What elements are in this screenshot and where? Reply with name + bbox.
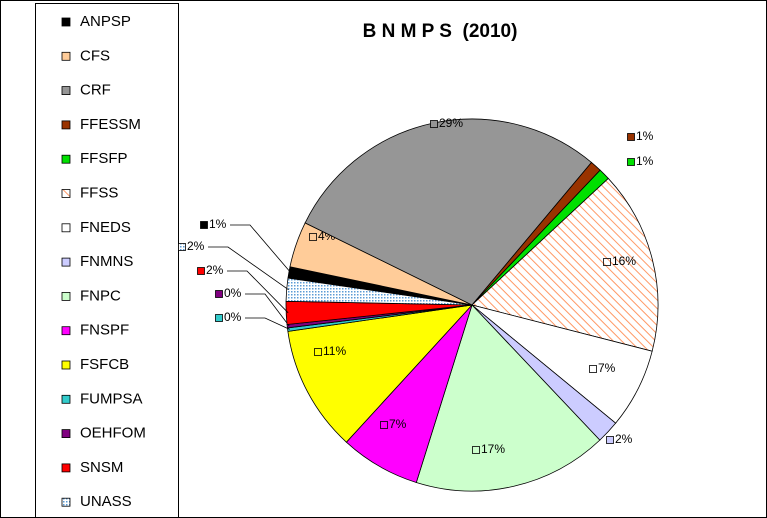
data-label: 7% <box>389 417 407 431</box>
data-label: 0% <box>224 310 242 324</box>
legend-label: CFS <box>80 47 110 64</box>
legend-label: CRF <box>80 82 111 99</box>
legend-label: FNSPF <box>80 322 129 339</box>
pie-slice <box>415 304 601 492</box>
label-swatch <box>178 243 186 251</box>
legend-swatch <box>61 463 71 473</box>
label-swatch <box>589 365 597 373</box>
data-label: 1% <box>636 129 654 143</box>
legend-swatch <box>61 394 71 404</box>
legend-box <box>35 3 179 518</box>
legend-label: ANPSP <box>80 13 131 30</box>
legend-swatch <box>61 51 71 61</box>
label-swatch <box>627 158 635 166</box>
label-swatch <box>606 436 614 444</box>
legend-label: FFSS <box>80 184 118 201</box>
legend-swatch <box>61 223 71 233</box>
legend-swatch <box>61 326 71 336</box>
pie-slice <box>285 277 473 306</box>
legend-swatch <box>61 154 71 164</box>
label-swatch <box>627 133 635 141</box>
legend-swatch <box>61 17 71 27</box>
label-swatch <box>380 421 388 429</box>
data-label: 2% <box>187 239 205 253</box>
label-swatch <box>314 348 322 356</box>
legend-label: FFSFP <box>80 150 128 167</box>
legend-label: FFESSM <box>80 116 141 133</box>
label-swatch <box>215 290 223 298</box>
label-swatch <box>197 267 205 275</box>
data-label: 16% <box>612 254 636 268</box>
legend-label: FSFCB <box>80 356 129 373</box>
pie-slice <box>471 177 659 352</box>
label-swatch <box>472 446 480 454</box>
legend-label: FNEDS <box>80 219 131 236</box>
data-label: 11% <box>323 344 346 358</box>
data-label: 7% <box>598 361 616 375</box>
leader-line <box>208 246 289 291</box>
legend-swatch <box>61 291 71 301</box>
label-swatch <box>309 233 317 241</box>
label-swatch <box>430 120 438 128</box>
legend-swatch <box>61 360 71 370</box>
legend-swatch <box>61 189 71 198</box>
pie-slice <box>287 304 474 443</box>
legend-label: FNPC <box>80 287 121 304</box>
data-label: 17% <box>481 442 505 456</box>
legend-label: UNASS <box>80 493 132 510</box>
data-label: 1% <box>636 154 654 168</box>
label-swatch <box>603 258 611 266</box>
label-swatch <box>215 314 223 322</box>
data-label: 2% <box>206 263 224 277</box>
leader-line <box>245 317 290 330</box>
data-label: 2% <box>615 432 633 446</box>
leader-line <box>230 224 292 274</box>
legend-swatch <box>61 429 71 439</box>
legend-label: SNSM <box>80 459 123 476</box>
data-label: 29% <box>439 116 463 130</box>
leader-line <box>245 293 290 327</box>
legend-label: FUMPSA <box>80 390 143 407</box>
leader-line <box>227 270 289 314</box>
label-swatch <box>200 221 208 229</box>
legend-swatch <box>61 257 71 267</box>
legend-swatch <box>61 86 71 95</box>
chart-title: B N M P S (2010) <box>363 21 518 42</box>
data-label: 0% <box>224 286 242 300</box>
legend-label: FNMNS <box>80 253 133 270</box>
data-label: 1% <box>209 217 227 231</box>
legend-label: OEHFOM <box>80 425 146 442</box>
legend-swatch <box>61 497 71 507</box>
legend-swatch <box>61 120 71 130</box>
